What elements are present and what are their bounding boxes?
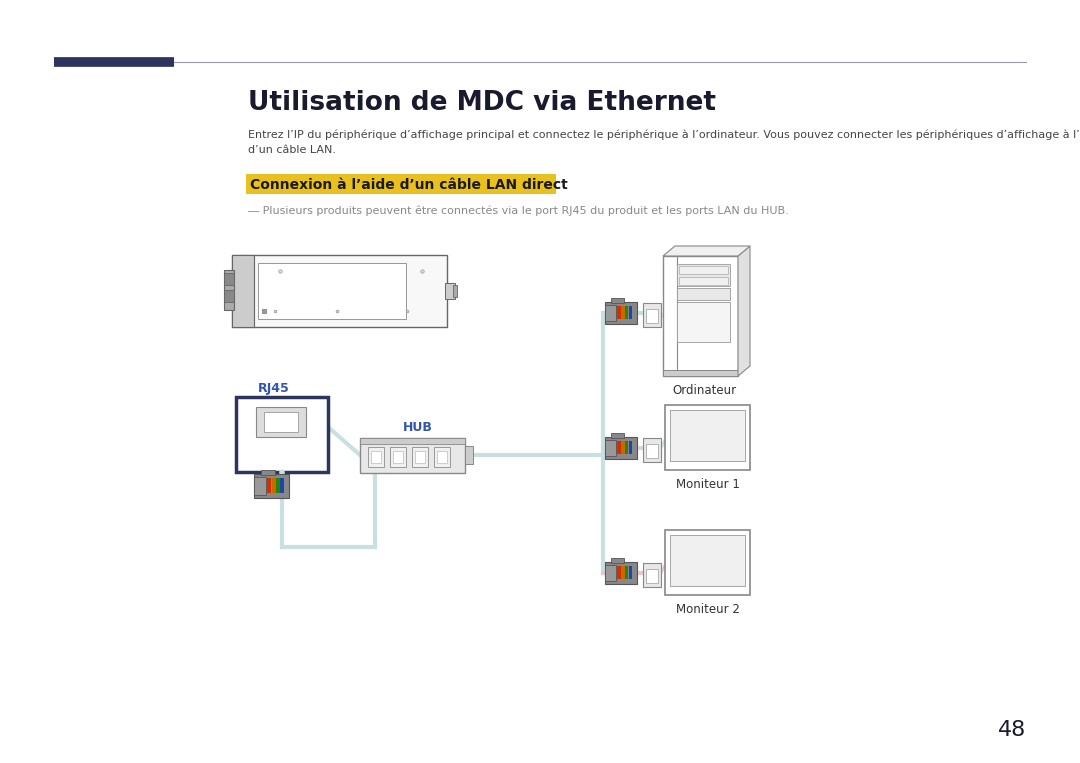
Bar — [360, 438, 465, 444]
Bar — [275, 478, 280, 493]
Bar — [232, 255, 447, 327]
Bar — [629, 441, 632, 454]
Bar — [677, 288, 730, 300]
Bar — [665, 530, 750, 595]
Bar — [605, 305, 617, 321]
Bar — [261, 469, 275, 475]
Bar — [643, 563, 661, 587]
Bar — [670, 535, 745, 586]
Bar — [393, 451, 403, 463]
Bar — [268, 478, 271, 493]
Text: Moniteur 2: Moniteur 2 — [676, 603, 740, 616]
Polygon shape — [738, 246, 750, 376]
Bar — [677, 302, 730, 342]
Bar — [643, 303, 661, 327]
Bar — [372, 451, 381, 463]
Bar — [390, 447, 406, 467]
Bar — [617, 566, 621, 579]
Bar — [617, 441, 621, 454]
Text: HUB: HUB — [403, 421, 432, 434]
Bar — [437, 451, 447, 463]
Bar — [621, 441, 624, 454]
Text: Utilisation de MDC via Ethernet: Utilisation de MDC via Ethernet — [248, 90, 716, 116]
Text: Entrez l’IP du périphérique d’affichage principal et connectez le périphérique à: Entrez l’IP du périphérique d’affichage … — [248, 130, 1080, 155]
Bar — [646, 309, 658, 323]
Bar — [605, 440, 617, 456]
Bar — [677, 264, 730, 286]
Bar — [605, 302, 637, 324]
Bar — [434, 447, 450, 467]
Bar — [360, 438, 465, 473]
Bar — [465, 446, 473, 464]
Text: RJ45: RJ45 — [258, 382, 289, 395]
Bar — [629, 566, 632, 579]
Bar — [611, 298, 624, 303]
Bar — [679, 277, 728, 285]
Bar — [605, 562, 637, 584]
Text: Moniteur 1: Moniteur 1 — [676, 478, 740, 491]
Bar — [445, 283, 455, 299]
Bar — [232, 255, 254, 327]
Polygon shape — [663, 246, 750, 256]
Text: Ordinateur: Ordinateur — [673, 384, 737, 397]
Bar — [246, 174, 556, 194]
Text: ― Plusieurs produits peuvent être connectés via le port RJ45 du produit et les p: ― Plusieurs produits peuvent être connec… — [248, 205, 788, 215]
Bar — [254, 474, 289, 498]
Bar — [670, 410, 745, 461]
Bar — [453, 285, 457, 297]
Bar — [611, 558, 624, 563]
Bar — [665, 405, 750, 470]
Bar — [629, 306, 632, 319]
Bar — [646, 569, 658, 583]
Bar — [258, 263, 406, 319]
Bar — [605, 437, 637, 459]
Bar — [617, 306, 621, 319]
Bar — [368, 447, 384, 467]
Bar — [237, 397, 328, 472]
Text: Connexion à l’aide d’un câble LAN direct: Connexion à l’aide d’un câble LAN direct — [249, 178, 568, 192]
Bar — [256, 407, 306, 437]
Bar — [415, 451, 426, 463]
Bar — [224, 290, 234, 302]
Text: 48: 48 — [998, 720, 1026, 740]
Bar — [411, 447, 428, 467]
Bar — [643, 438, 661, 462]
Bar — [625, 566, 629, 579]
Bar — [272, 478, 275, 493]
Bar — [646, 444, 658, 458]
Bar — [605, 565, 617, 581]
Bar — [224, 273, 234, 285]
Bar — [611, 433, 624, 438]
Bar — [663, 256, 738, 376]
Bar — [625, 441, 629, 454]
Bar — [621, 306, 624, 319]
Bar — [254, 478, 267, 495]
Bar — [625, 306, 629, 319]
Bar — [621, 566, 624, 579]
Bar — [679, 266, 728, 274]
Bar — [280, 478, 284, 493]
Bar — [224, 270, 234, 310]
Bar — [264, 412, 298, 432]
Bar — [663, 370, 738, 376]
